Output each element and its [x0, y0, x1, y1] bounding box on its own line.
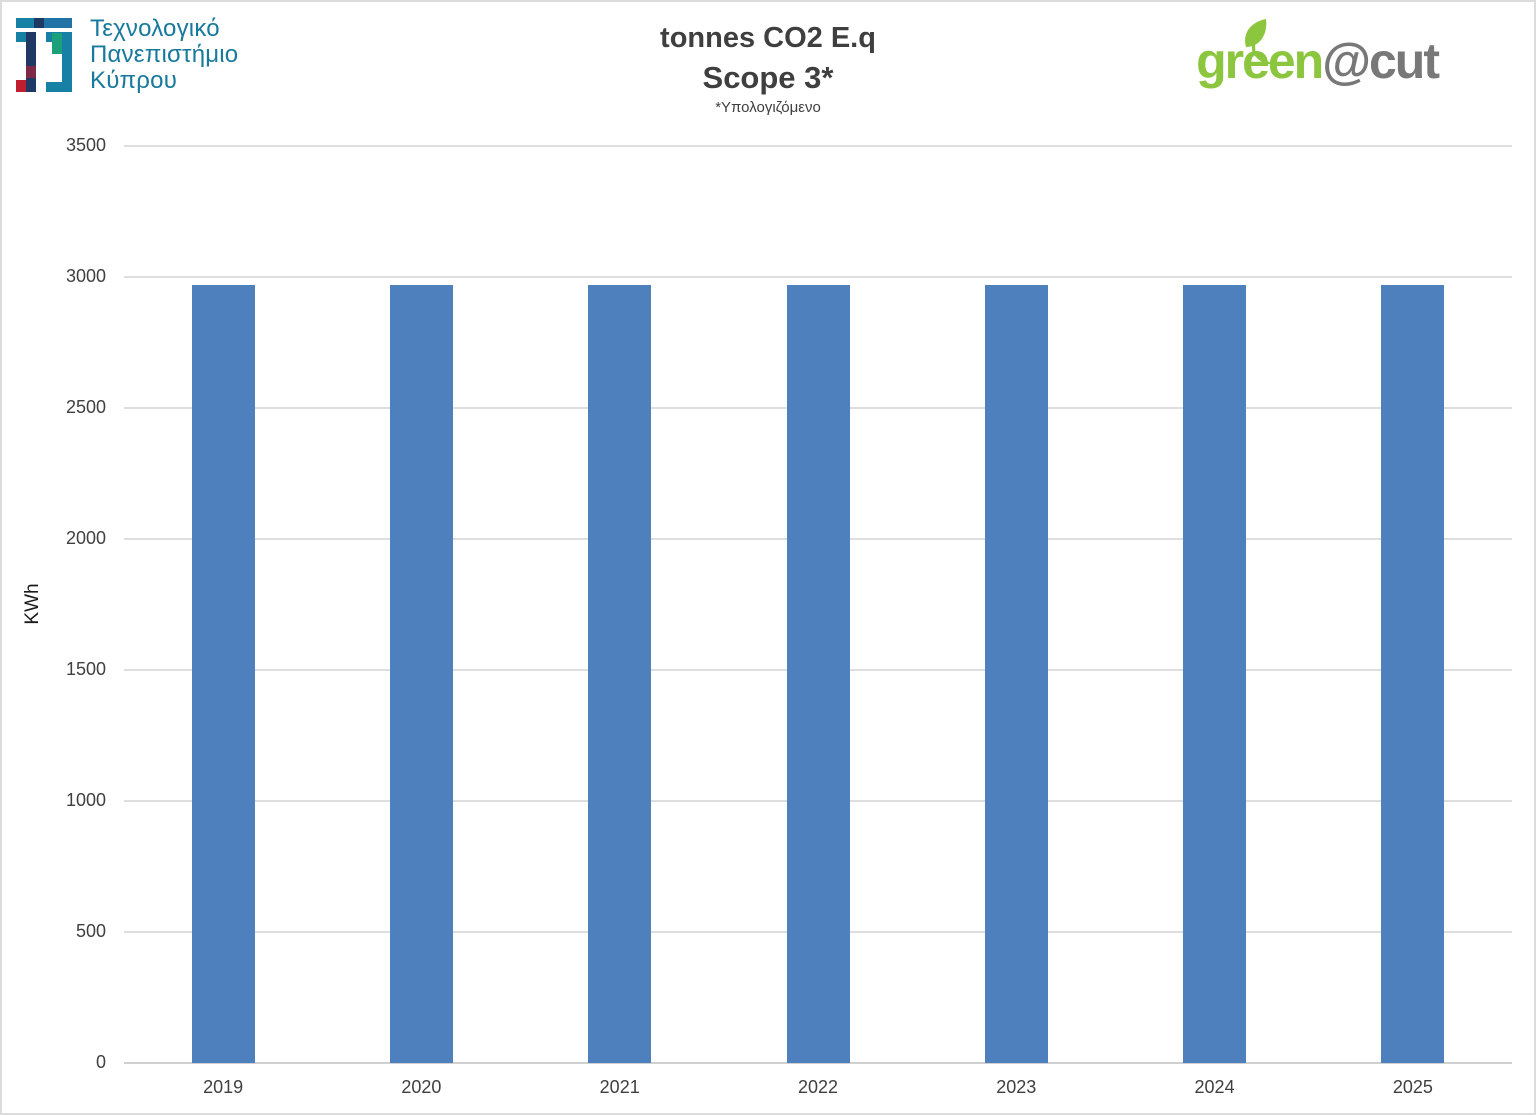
bar-2023	[984, 284, 1048, 1063]
y-tick-label: 500	[75, 921, 106, 941]
bar-2020	[389, 284, 453, 1063]
x-tick-label: 2025	[1392, 1077, 1433, 1097]
y-tick-label: 1500	[65, 659, 106, 679]
university-name-line3: Κύπρου	[90, 67, 178, 94]
gridline	[124, 276, 1512, 278]
bar-2024	[1183, 284, 1247, 1063]
brand-cut-text: @cut	[1322, 33, 1440, 89]
bar-2019	[191, 284, 255, 1063]
y-tick-label: 1000	[65, 790, 106, 810]
university-name-line1: Τεχνολογικό	[90, 15, 220, 42]
x-tick-label: 2024	[1194, 1077, 1235, 1097]
x-tick-label: 2021	[599, 1077, 640, 1097]
x-axis-line	[124, 1062, 1512, 1064]
university-name-line2: Πανεπιστήμιο	[90, 41, 239, 68]
y-tick-label: 3500	[65, 135, 106, 155]
chart-subtitle: Scope 3*	[702, 60, 834, 95]
x-tick-label: 2020	[401, 1077, 442, 1097]
y-tick-label: 3000	[65, 266, 106, 286]
y-tick-label: 2000	[65, 528, 106, 548]
y-axis-title: KWh	[22, 583, 43, 625]
leaf-icon	[1245, 19, 1272, 64]
chart-title: tonnes CO2 E.q	[660, 22, 876, 54]
greenatcut-logo: green@cut	[1196, 32, 1440, 90]
bar-2025	[1381, 284, 1445, 1063]
x-tick-label: 2023	[996, 1077, 1037, 1097]
university-logo: Τεχνολογικό Πανεπιστήμιο Κύπρου	[16, 16, 238, 94]
cut-university-logo-icon	[16, 18, 72, 92]
x-tick-label: 2019	[203, 1077, 244, 1097]
y-tick-label: 2500	[65, 397, 106, 417]
brand-green-text: green	[1196, 33, 1324, 89]
bar-2022	[786, 284, 850, 1063]
chart-footnote: *Υπολογιζόμενο	[715, 99, 821, 116]
x-tick-label: 2022	[797, 1077, 839, 1097]
bar-2021	[588, 284, 652, 1063]
y-tick-label: 0	[95, 1052, 106, 1072]
university-name: Τεχνολογικό Πανεπιστήμιο Κύπρου	[90, 16, 238, 94]
gridline	[124, 145, 1512, 147]
